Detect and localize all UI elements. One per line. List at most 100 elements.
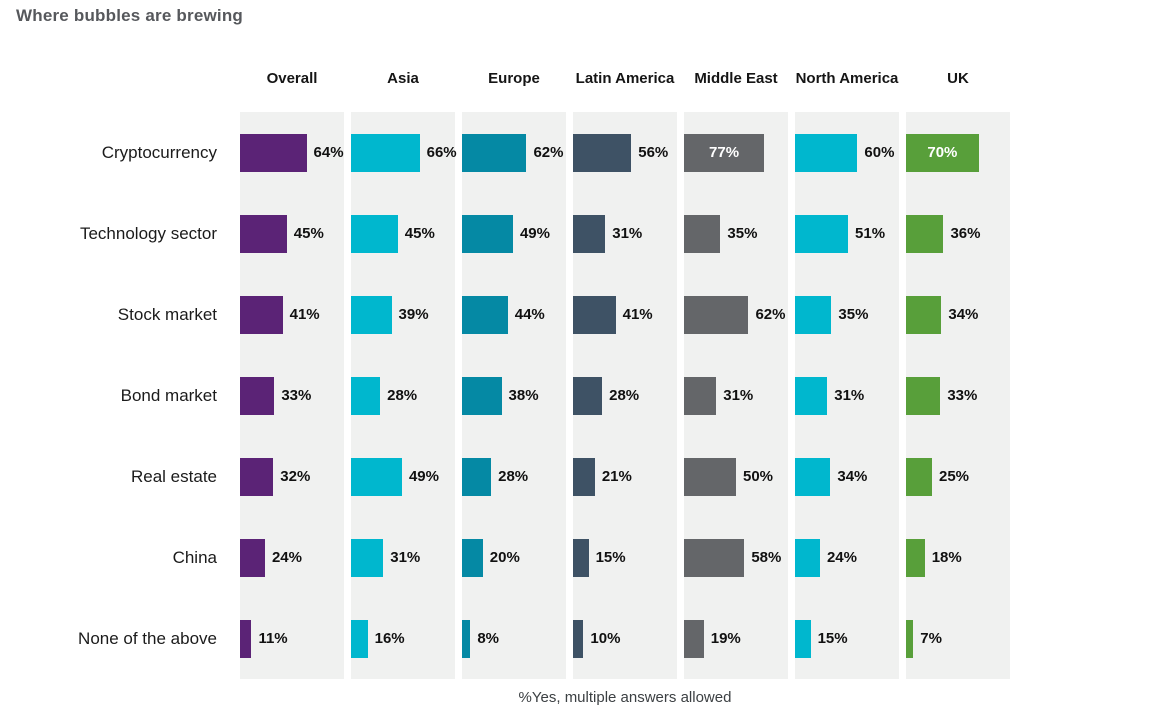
bar-value-label: 34% [948,306,979,323]
bar-value-label: 45% [404,225,435,242]
bar [684,214,721,253]
bar-value-label: 62% [755,306,786,323]
bar [462,214,513,253]
chart-title: Where bubbles are brewing [16,6,243,25]
bar [240,538,265,577]
row-label: None of the above [78,628,217,648]
bar-cell: 25% [906,436,1010,517]
bar [573,619,584,658]
bar-cell: 18% [906,517,1010,598]
bar-cell: 28% [573,355,677,436]
bar-value-label: 39% [398,306,429,323]
bar [573,133,632,172]
bar-value-label: 19% [710,630,741,647]
bar [351,457,402,496]
bar-cell: 34% [795,436,899,517]
bar [462,133,527,172]
row-label: Stock market [117,304,217,324]
bar [906,457,932,496]
bar-cell: 11% [240,598,344,679]
bar-value-label: 51% [855,225,886,242]
bar-cell: 36% [906,193,1010,274]
bar-cell: 35% [795,274,899,355]
bar-value-label: 8% [477,630,499,647]
bar-value-label: 7% [920,630,942,647]
bar-cell: 34% [906,274,1010,355]
bar-value-label: 31% [723,387,754,404]
bar-cell: 33% [906,355,1010,436]
bar-value-label: 15% [817,630,848,647]
bar-cell: 15% [573,517,677,598]
bar-value-label: 35% [727,225,758,242]
bar-cell: 51% [795,193,899,274]
bar-value-label: 36% [950,225,981,242]
bar-value-label: 25% [939,468,970,485]
bar-cell: 20% [462,517,566,598]
bar-value-label: 58% [751,549,782,566]
bar [906,619,914,658]
bar-value-label: 16% [374,630,405,647]
bar-cell: 39% [351,274,455,355]
bar-cell: 60% [795,112,899,193]
bar [795,619,811,658]
bar-value-label: 60% [864,144,895,161]
column-header: UK [947,69,969,87]
bar [906,376,941,415]
bar-value-label: 33% [947,387,978,404]
bar-cell: 62% [684,274,788,355]
bar [462,295,508,334]
bar [351,376,381,415]
chart-footnote: %Yes, multiple answers allowed [518,689,732,706]
chart-grid: Overall Asia Europe Latin America Middle Eas… [0,48,1010,679]
bar-cell: 45% [240,193,344,274]
bar-cell: 64% [240,112,344,193]
bar-cell: 62% [462,112,566,193]
bar [240,133,307,172]
bar [240,376,275,415]
bar-value-label: 49% [519,225,550,242]
bar [351,538,384,577]
bar-value-label: 18% [931,549,962,566]
bar-value-label: 44% [514,306,545,323]
bar-cell: 24% [240,517,344,598]
bar-value-label: 31% [834,387,865,404]
bar [684,376,717,415]
bar-value-label: 24% [826,549,857,566]
bar-cell: 50% [684,436,788,517]
bar-value-label: 31% [612,225,643,242]
bar-value-label: 34% [837,468,868,485]
bar-value-label: 35% [838,306,869,323]
bar [240,457,274,496]
column-header: North America [795,69,899,87]
bar [906,538,925,577]
row-label: Technology sector [79,223,217,243]
bar-value-label: 31% [390,549,421,566]
bar [795,538,820,577]
bar-cell: 41% [573,274,677,355]
bar-value-label: 66% [426,144,457,161]
bar-cell: 31% [573,193,677,274]
bar-cell: 24% [795,517,899,598]
bar-cell: 49% [351,436,455,517]
bar [462,457,492,496]
bar [906,214,944,253]
bar-cell: 28% [351,355,455,436]
bar-value-label: 10% [590,630,621,647]
bar [795,133,858,172]
bar-cell: 33% [240,355,344,436]
bar [573,457,595,496]
bar-cell: 31% [684,355,788,436]
bar-value-label: 20% [489,549,520,566]
row-label: Real estate [131,466,217,486]
bar [684,538,745,577]
bar-cell: 45% [351,193,455,274]
column-header: Asia [387,69,419,87]
bar [573,538,589,577]
bar-cell: 19% [684,598,788,679]
bar: 70% [906,133,979,172]
bar-cell: 32% [240,436,344,517]
bar-value-label: 41% [622,306,653,323]
corner-spacer [0,48,233,112]
bar-cell: 77% [684,112,788,193]
